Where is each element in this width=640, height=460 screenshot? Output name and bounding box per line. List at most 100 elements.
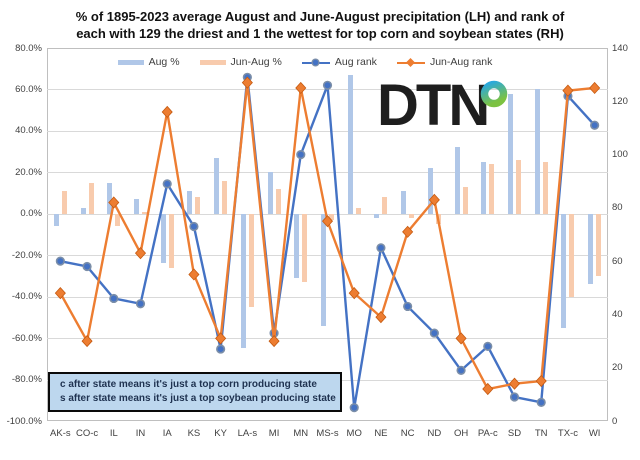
- aug-pct-bar-NE: [374, 213, 380, 218]
- x-axis-label: IA: [162, 428, 172, 439]
- x-axis-label: MN: [293, 428, 309, 439]
- dtn-logo-ring-icon: [480, 80, 508, 108]
- junaug-pct-bar-MS-s: [329, 213, 334, 220]
- y-axis-label-right: 40: [612, 308, 623, 320]
- junaug-pct-bar-CO-c: [88, 182, 94, 214]
- legend: Aug % Jun-Aug % Aug rank Jun-Aug rank: [0, 56, 610, 68]
- y-axis-label-right: 0: [612, 415, 618, 427]
- x-axis-label: CO-c: [75, 428, 99, 439]
- junaug-pct-bar-TN: [542, 161, 548, 214]
- junaug-pct-bar-KY: [222, 180, 228, 214]
- junaug-pct-bar-IL: [115, 213, 121, 227]
- aug-pct-bar-SD: [508, 93, 513, 214]
- y-axis-label-left: 60.0%: [15, 83, 42, 95]
- legend-label: Jun-Aug %: [230, 56, 282, 68]
- legend-label: Jun-Aug rank: [429, 56, 493, 68]
- chart-title: % of 1895-2023 average August and June-A…: [0, 8, 640, 42]
- footnote-line1: c after state means it's just a top corn…: [60, 379, 317, 390]
- y-axis-label-right: 60: [612, 255, 623, 267]
- aug-pct-bar-IA: [160, 213, 166, 264]
- gridline: [47, 296, 608, 298]
- plot-area-border: [47, 48, 608, 421]
- y-axis-label-left: -40.0%: [11, 291, 42, 303]
- legend-item-aug-: Aug %: [117, 56, 180, 68]
- x-axis-label: ND: [427, 428, 442, 439]
- junaug-pct-bar-AK-s: [61, 190, 67, 214]
- junaug-pct-bar-IA: [168, 213, 174, 268]
- aug-pct-bar-MN: [294, 213, 300, 278]
- y-axis-label-left: 0.0%: [20, 208, 42, 220]
- y-axis-label-left: -20.0%: [11, 249, 42, 261]
- legend-line-swatch: [396, 57, 425, 68]
- x-axis-label: MI: [268, 428, 280, 439]
- gridline: [47, 338, 608, 340]
- y-axis-label-right: 20: [612, 362, 623, 374]
- junaug-pct-bar-MO: [355, 207, 361, 214]
- x-axis-label: SD: [507, 428, 522, 439]
- footnote-line2: s after state means it's just a top soyb…: [60, 393, 336, 404]
- y-axis-label-left: 80.0%: [15, 42, 42, 54]
- x-axis-label: OH: [453, 428, 469, 439]
- junaug-pct-bar-PA-c: [489, 164, 495, 214]
- aug-pct-bar-KY: [214, 157, 220, 214]
- dtn-logo-text: DTN: [377, 73, 490, 138]
- chart-title-line1: % of 1895-2023 average August and June-A…: [75, 9, 565, 24]
- gridline: [47, 255, 608, 257]
- legend-label: Aug %: [148, 56, 180, 68]
- x-axis-label: LA-s: [237, 428, 258, 439]
- aug-pct-bar-MO: [347, 74, 353, 214]
- x-axis-label: IL: [109, 428, 118, 439]
- x-axis-label: NC: [400, 428, 415, 439]
- x-axis-label: TN: [534, 428, 548, 439]
- y-axis-label-right: 120: [612, 95, 628, 107]
- aug-pct-bar-IN: [134, 199, 139, 214]
- junaug-pct-bar-KS: [195, 197, 201, 214]
- dtn-logo: DTN: [377, 77, 508, 138]
- y-axis-label-right: 80: [612, 202, 623, 214]
- legend-item-aug-rank: Aug rank: [301, 56, 377, 68]
- aug-pct-bar-AK-s: [53, 213, 59, 227]
- y-axis-label-left: 40.0%: [15, 125, 42, 137]
- x-axis-label: KS: [187, 428, 201, 439]
- aug-pct-bar-LA-s: [240, 213, 246, 349]
- gridline: [47, 213, 608, 215]
- legend-label: Aug rank: [334, 56, 377, 68]
- junaug-pct-bar-LA-s: [248, 213, 254, 308]
- x-axis-label: KY: [214, 428, 227, 439]
- chart-title-line2: each with 129 the driest and 1 the wette…: [76, 26, 564, 41]
- y-axis-label-left: 20.0%: [15, 166, 42, 178]
- y-axis-label-left: -60.0%: [11, 332, 42, 344]
- junaug-pct-bar-SD: [516, 159, 521, 214]
- aug-pct-bar-MS-s: [321, 213, 326, 326]
- x-axis-label: IN: [135, 428, 146, 439]
- y-axis-label-right: 100: [612, 149, 628, 161]
- gridline: [47, 89, 608, 91]
- aug-pct-bar-TN: [534, 89, 540, 214]
- x-axis-label: WI: [588, 428, 601, 439]
- aug-pct-bar-PA-c: [481, 161, 487, 214]
- x-axis-label: MS-s: [316, 428, 339, 439]
- footnote-box: c after state means it's just a top corn…: [48, 372, 342, 412]
- x-axis-label: MO: [346, 428, 362, 439]
- x-axis-label: AK-s: [50, 428, 71, 439]
- gridline: [47, 130, 608, 132]
- x-axis-label: NE: [374, 428, 388, 439]
- x-axis-label: PA-c: [477, 428, 498, 439]
- legend-bar-swatch: [199, 59, 226, 65]
- x-axis-label: TX-c: [557, 428, 578, 439]
- junaug-pct-bar-MI: [275, 188, 281, 214]
- junaug-pct-bar-TX-c: [569, 213, 575, 297]
- legend-item-jun-aug-: Jun-Aug %: [199, 56, 282, 68]
- aug-pct-bar-MI: [267, 172, 273, 214]
- junaug-pct-bar-ND: [435, 213, 441, 225]
- aug-pct-bar-IL: [107, 182, 113, 214]
- junaug-pct-bar-NC: [409, 213, 415, 218]
- aug-pct-bar-TX-c: [561, 213, 567, 328]
- y-axis-label-right: 140: [612, 42, 628, 54]
- aug-pct-bar-KS: [187, 190, 193, 214]
- junaug-pct-bar-WI: [596, 213, 602, 276]
- legend-line-swatch: [301, 57, 330, 68]
- legend-item-jun-aug-rank: Jun-Aug rank: [396, 56, 493, 68]
- aug-pct-bar-CO-c: [80, 207, 86, 214]
- aug-pct-bar-NC: [401, 190, 407, 214]
